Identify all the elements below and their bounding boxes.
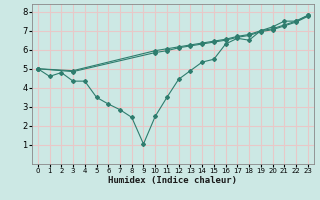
X-axis label: Humidex (Indice chaleur): Humidex (Indice chaleur): [108, 176, 237, 185]
